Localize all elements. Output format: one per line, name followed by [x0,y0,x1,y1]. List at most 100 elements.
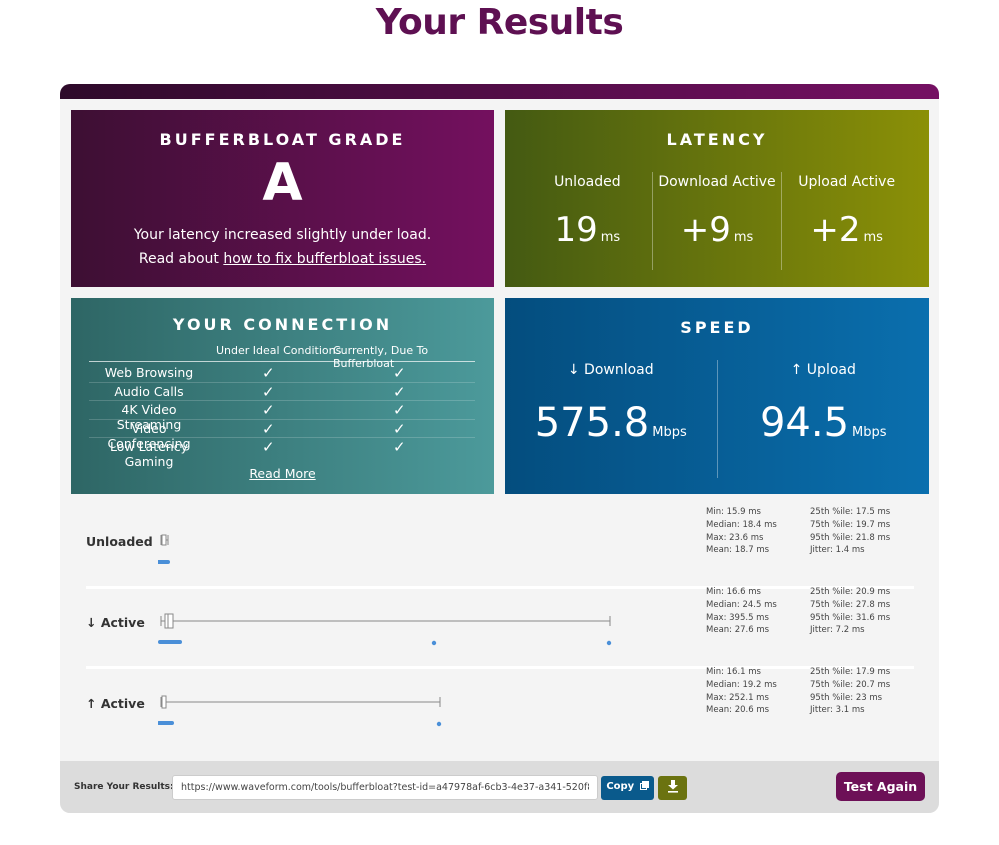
stats-left: Min: 16.1 ms Median: 19.2 ms Max: 252.1 … [706,666,777,717]
checkmark-icon: ✓ [262,438,275,456]
row-label: Unloaded [86,534,153,549]
latency-columns: Unloaded 19 ms Download Active +9 ms Uploa… [523,172,911,270]
row-name: Low Latency Gaming [110,439,188,469]
checkmark-icon: ✓ [393,382,406,401]
checkmark-icon: ✓ [393,401,406,419]
download-unit: Mbps [652,425,687,440]
grade-line2-prefix: Read about [138,251,224,267]
stat-max: Max: 395.5 ms [706,612,769,623]
outlier-point [431,640,437,646]
outlier-point [606,640,612,646]
latency-number: +9 [680,210,731,250]
latency-row-upload-active: ↑ Active Min: 16.1 ms Median: 19.2 ms Ma… [86,664,914,744]
stat-jitter: Jitter: 3.1 ms [810,705,865,716]
fix-bufferbloat-link[interactable]: how to fix bufferbloat issues. [223,251,427,267]
stat-median: Median: 19.2 ms [706,679,777,690]
copy-button[interactable]: Copy [601,776,654,800]
results-card: BUFFERBLOAT GRADE A Your latency increas… [60,84,939,813]
stat-p25: 25th %ile: 17.9 ms [810,667,891,677]
stat-min: Min: 16.1 ms [706,667,761,677]
test-again-button[interactable]: Test Again [836,772,925,801]
latency-row-unloaded: Unloaded Min: 15.9 ms Median: 18.4 ms Ma… [86,504,914,584]
grade-letter: A [262,153,303,213]
upload-label: ↑ Upload [790,362,856,378]
row-name: Audio Calls [114,383,184,399]
stat-max: Max: 23.6 ms [706,532,764,543]
stat-max: Max: 252.1 ms [706,692,769,703]
row-label: ↑ Active [86,696,145,711]
latency-unit: ms [733,230,754,245]
row-name: 4K Video Streaming [116,402,182,432]
stat-p95: 95th %ile: 31.6 ms [810,612,891,623]
speed-upload: ↑ Upload 94.5 Mbps [716,360,930,478]
latency-download-active: Download Active +9 ms [651,172,782,270]
stats-left: Min: 16.6 ms Median: 24.5 ms Max: 395.5 … [706,586,777,637]
row-divider [86,666,914,669]
latency-value: +2 ms [782,210,911,250]
stat-p95: 95th %ile: 21.8 ms [810,532,891,543]
grade-description: Your latency increased slightly under lo… [71,223,494,271]
download-results-button[interactable] [658,776,687,800]
page-title: Your Results [375,2,624,43]
stat-jitter: Jitter: 1.4 ms [810,545,865,556]
stat-p75: 75th %ile: 27.8 ms [810,599,891,610]
card-top-bar [60,84,939,99]
download-number: 575.8 [534,400,650,446]
connection-table: Web Browsing ✓ ✓ Audio Calls ✓ ✓ 4K Vide… [89,364,475,469]
stat-min: Min: 15.9 ms [706,507,761,517]
share-bar: Share Your Results: Copy Test Again [60,761,939,813]
row-label: ↓ Active [86,615,145,630]
table-row: Web Browsing ✓ ✓ [89,364,475,383]
row-name: Video Conferencing [107,420,191,451]
column-current: Currently, Due To Bufferbloat [333,344,429,370]
latency-unit: ms [863,230,883,245]
stats-right: 25th %ile: 20.9 ms 75th %ile: 27.8 ms 95… [810,586,890,637]
download-icon [667,780,678,793]
checkmark-icon: ✓ [393,364,406,382]
connection-title: YOUR CONNECTION [172,315,393,334]
checkmark-icon: ✓ [393,438,406,456]
row-divider [86,586,914,589]
latency-row-download-active: ↓ Active Min: 16.6 ms Median: 24.5 ms Ma… [86,584,914,664]
outlier-point [436,721,442,727]
stat-p25: 25th %ile: 17.5 ms [810,507,891,517]
upload-number: 94.5 [759,400,850,446]
stats-left: Min: 15.9 ms Median: 18.4 ms Max: 23.6 m… [706,506,777,557]
box [164,613,174,629]
stat-median: Median: 24.5 ms [706,599,777,610]
table-row: Audio Calls ✓ ✓ [89,382,475,401]
connection-table-header: Under Ideal Conditions Currently, Due To… [89,344,475,370]
share-label: Share Your Results: [74,782,174,792]
row-name: Web Browsing [104,365,194,380]
latency-panel: LATENCY Unloaded 19 ms Download Active +9… [505,110,929,287]
stat-jitter: Jitter: 7.2 ms [810,625,865,636]
latency-number: 19 [554,210,598,250]
checkmark-icon: ✓ [262,364,275,382]
download-label: ↓ Download [567,362,654,378]
latency-unloaded: Unloaded 19 ms [523,172,652,270]
stat-p75: 75th %ile: 20.7 ms [810,679,891,690]
read-more-link[interactable]: Read More [249,466,316,481]
latency-value: 19 ms [523,210,652,250]
stats-right: 25th %ile: 17.5 ms 75th %ile: 19.7 ms 95… [810,506,890,557]
speed-panel: SPEED ↓ Download 575.8 Mbps ↑ Upload 94.5… [505,298,929,494]
your-connection-panel: YOUR CONNECTION Under Ideal Conditions C… [71,298,494,494]
checkmark-icon: ✓ [262,419,275,438]
table-row: 4K Video Streaming ✓ ✓ [89,401,475,432]
stat-median: Median: 18.4 ms [706,519,777,530]
latency-number: +2 [810,210,861,250]
checkmark-icon: ✓ [393,419,406,438]
latency-label: Download Active [658,174,776,190]
latency-label: Upload Active [798,174,896,190]
stat-mean: Mean: 20.6 ms [706,705,770,716]
table-row: Video Conferencing ✓ ✓ [89,419,475,451]
stat-min: Min: 16.6 ms [706,587,761,597]
latency-unit: ms [600,230,621,245]
speed-download: ↓ Download 575.8 Mbps [505,360,717,478]
speed-title: SPEED [680,318,754,337]
grade-line2: Read about how to fix bufferbloat issues… [71,247,494,271]
share-url-input[interactable] [172,775,598,800]
column-ideal: Under Ideal Conditions [216,344,342,357]
grade-line1: Your latency increased slightly under lo… [133,227,432,243]
stat-mean: Mean: 27.6 ms [706,625,770,636]
